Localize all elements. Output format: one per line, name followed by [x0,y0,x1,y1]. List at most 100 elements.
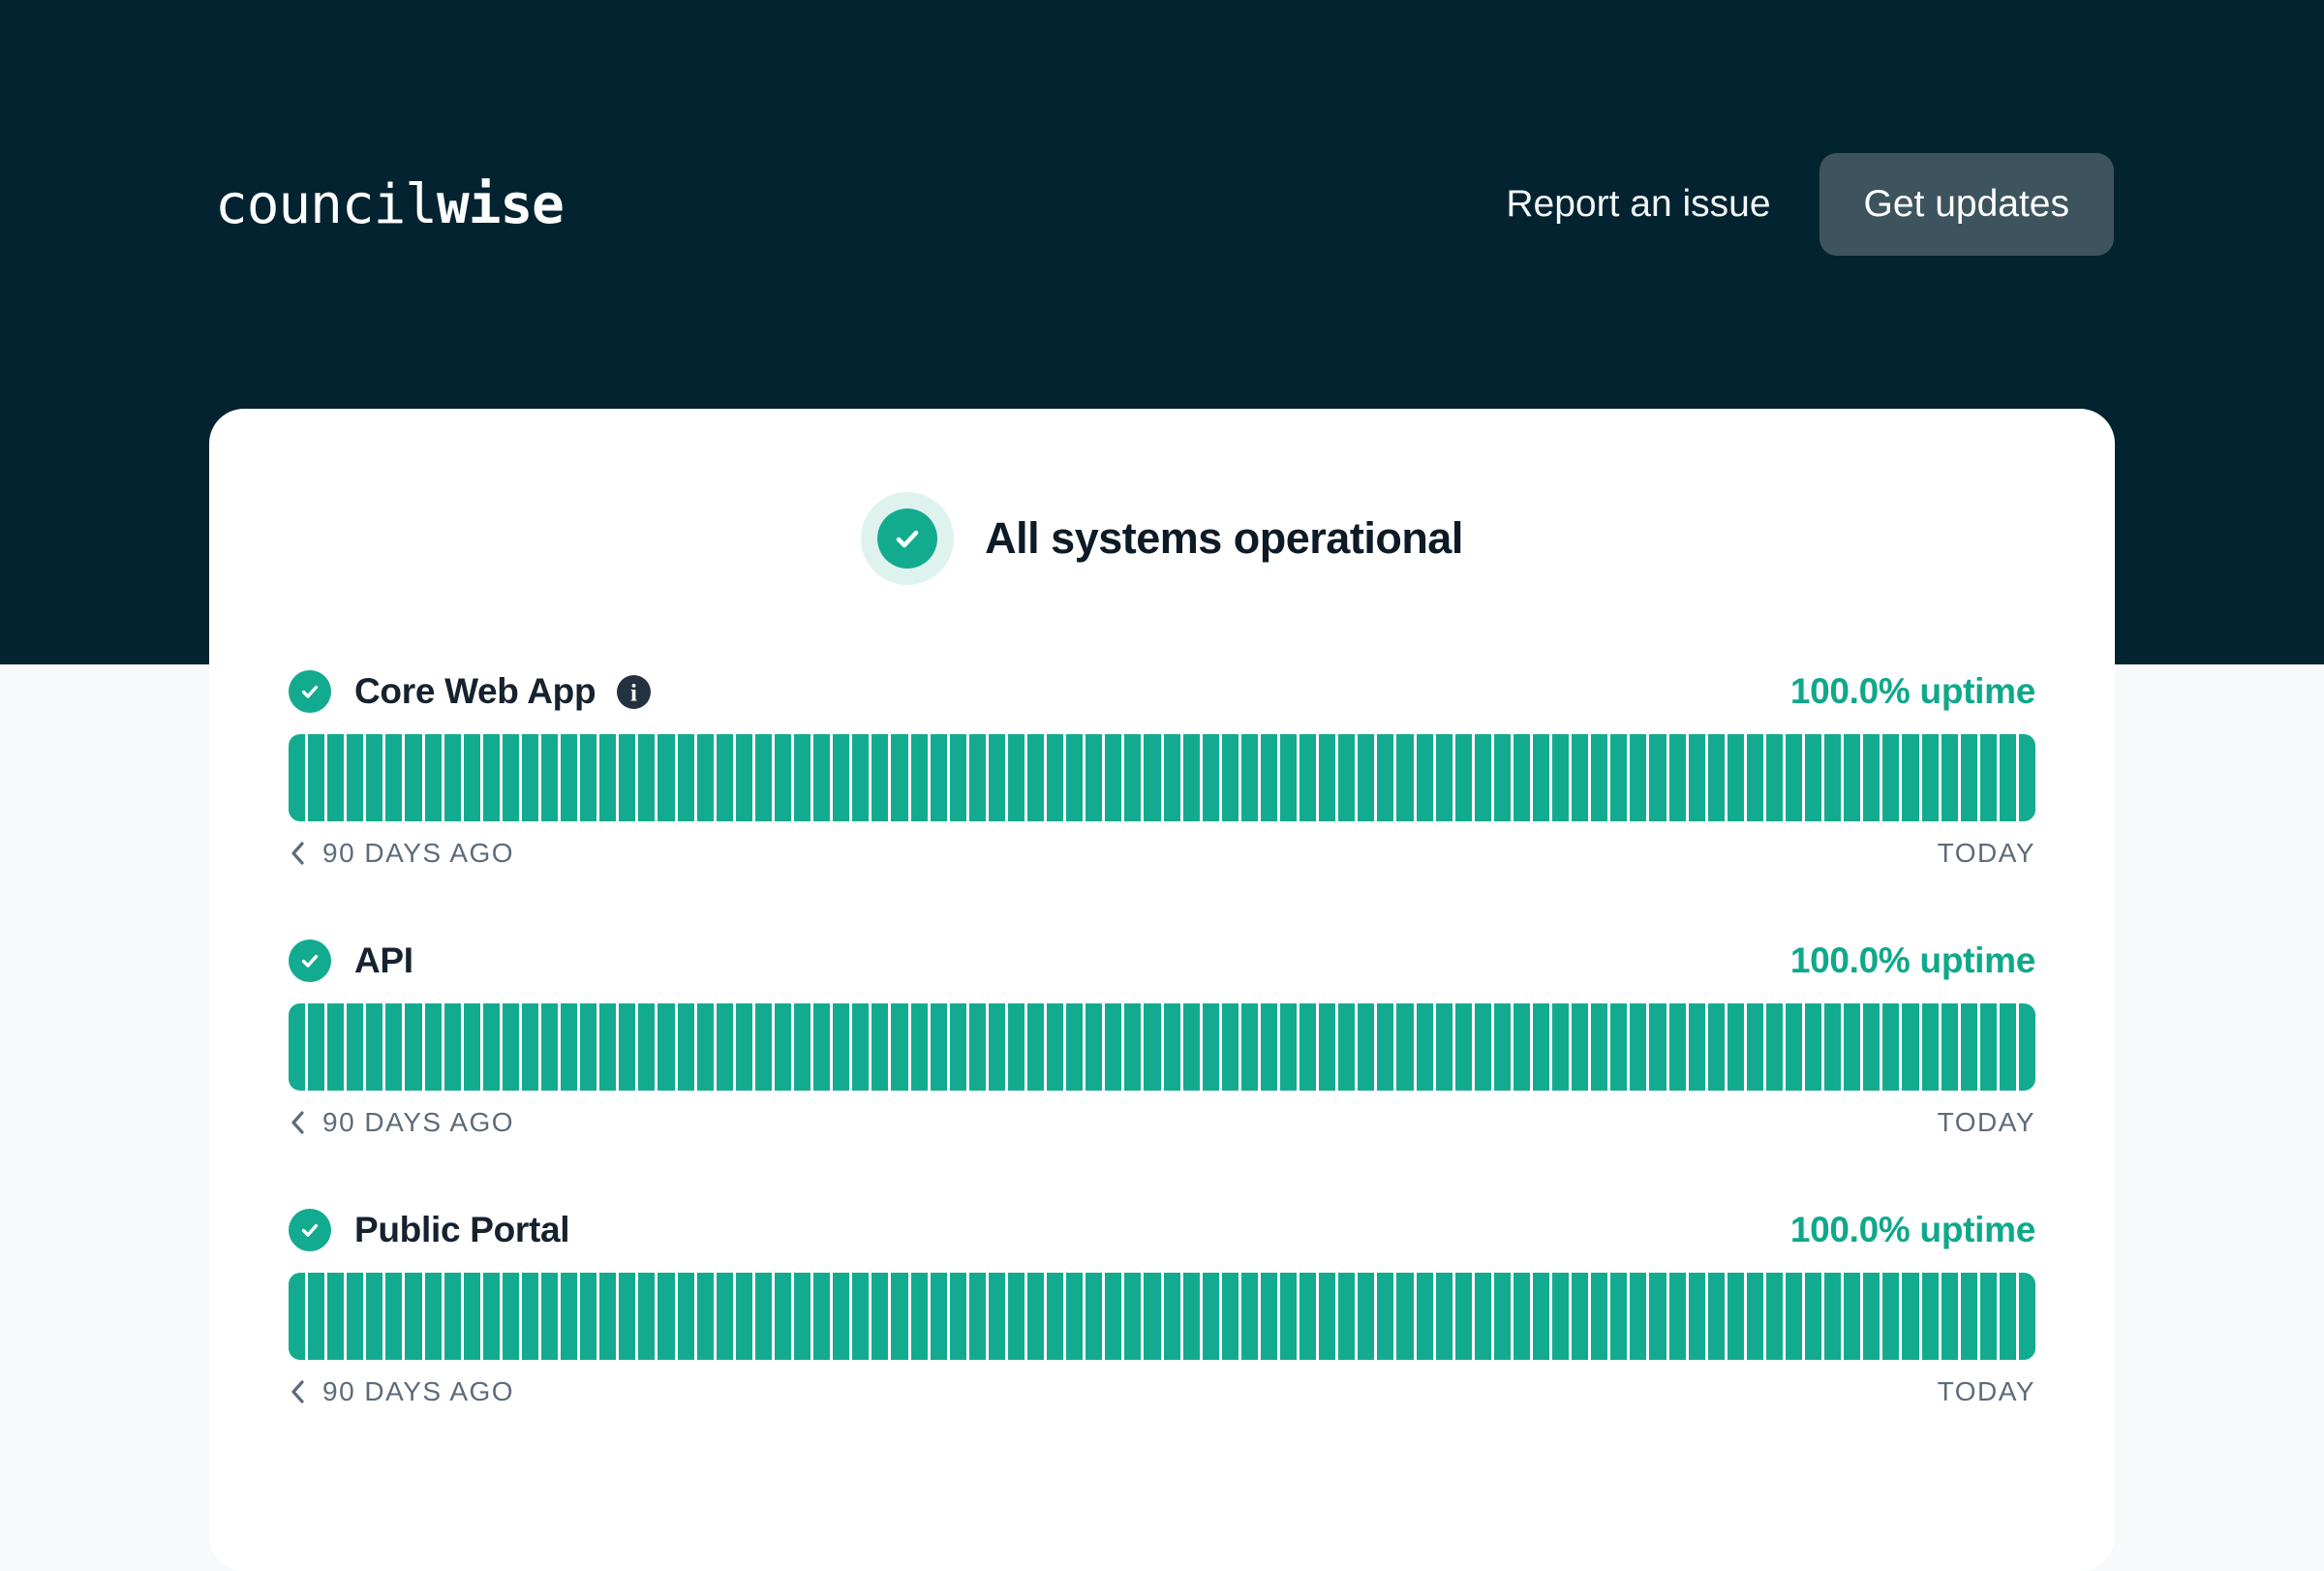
uptime-bar-day[interactable] [813,1003,831,1091]
uptime-bar-day[interactable] [852,1003,870,1091]
uptime-bar-day[interactable] [949,1273,966,1360]
uptime-bar-day[interactable] [1805,1003,1822,1091]
uptime-bar-day[interactable] [443,734,461,821]
uptime-bar-day[interactable] [1746,734,1763,821]
uptime-bar-day[interactable] [1882,1003,1900,1091]
uptime-bar-day[interactable] [502,734,519,821]
uptime-bar-day[interactable] [1416,734,1433,821]
uptime-bar-day[interactable] [1105,1273,1122,1360]
uptime-bar-day[interactable] [813,734,831,821]
uptime-bar-day[interactable] [561,1003,578,1091]
uptime-bar-day[interactable] [366,734,383,821]
uptime-bar-day[interactable] [1319,1273,1336,1360]
uptime-bar-day[interactable] [1163,1273,1180,1360]
uptime-bar-day[interactable] [1630,734,1647,821]
uptime-bar-day[interactable] [1688,1003,1705,1091]
uptime-bar-day[interactable] [385,734,403,821]
uptime-bar-day[interactable] [774,1273,792,1360]
uptime-bar-day[interactable] [1999,734,2016,821]
uptime-bar-day[interactable] [1493,1273,1511,1360]
uptime-bar-day[interactable] [580,1003,597,1091]
chevron-left-icon[interactable] [289,839,307,868]
chevron-left-icon[interactable] [289,1377,307,1406]
uptime-bar-day[interactable] [1552,1003,1570,1091]
uptime-bar-day[interactable] [1493,1003,1511,1091]
uptime-bar-day[interactable] [1863,734,1881,821]
uptime-bar-day[interactable] [1688,734,1705,821]
uptime-bar-day[interactable] [696,734,714,821]
uptime-bar-day[interactable] [1786,1273,1803,1360]
uptime-bar-day[interactable] [521,1273,539,1360]
uptime-bar-day[interactable] [930,734,947,821]
uptime-bar-day[interactable] [968,1273,986,1360]
info-icon[interactable]: i [617,674,652,709]
uptime-bar-day[interactable] [1105,734,1122,821]
uptime-bar-day[interactable] [1941,734,1958,821]
uptime-bar-day[interactable] [521,1003,539,1091]
uptime-bar-day[interactable] [833,734,850,821]
uptime-bar-day[interactable] [910,1003,928,1091]
uptime-bar-day[interactable] [677,1273,694,1360]
uptime-bar-day[interactable] [1163,734,1180,821]
uptime-bar-day[interactable] [308,1273,325,1360]
uptime-bar-day[interactable] [1746,1273,1763,1360]
uptime-bar-day[interactable] [347,1273,364,1360]
uptime-bar-day[interactable] [1902,1003,1919,1091]
uptime-bar-day[interactable] [833,1273,850,1360]
uptime-bar-day[interactable] [289,1003,306,1091]
uptime-bar-day[interactable] [833,1003,850,1091]
uptime-bar-day[interactable] [988,734,1005,821]
uptime-bar-day[interactable] [502,1273,519,1360]
uptime-bar-day[interactable] [308,1003,325,1091]
uptime-bar-day[interactable] [1300,1003,1317,1091]
uptime-bar-day[interactable] [1338,734,1356,821]
uptime-bar-day[interactable] [308,734,325,821]
uptime-bar-day[interactable] [638,1273,656,1360]
uptime-bar-day[interactable] [1591,1273,1608,1360]
uptime-bar-day[interactable] [2018,1273,2035,1360]
uptime-bar-day[interactable] [1591,1003,1608,1091]
uptime-bar-day[interactable] [385,1003,403,1091]
uptime-bar-day[interactable] [1786,1003,1803,1091]
uptime-bar-day[interactable] [794,1273,811,1360]
uptime-bar-day[interactable] [541,1003,559,1091]
uptime-bar-day[interactable] [638,1003,656,1091]
uptime-bar-day[interactable] [1435,734,1452,821]
uptime-bar-day[interactable] [1533,1003,1550,1091]
uptime-bar-day[interactable] [1086,1273,1103,1360]
uptime-bar-day[interactable] [1630,1003,1647,1091]
uptime-bar-day[interactable] [891,1003,908,1091]
uptime-bar-day[interactable] [443,1273,461,1360]
uptime-bar-day[interactable] [1668,1003,1686,1091]
uptime-bar-day[interactable] [1396,1003,1414,1091]
uptime-bar-day[interactable] [1358,734,1375,821]
uptime-bar-day[interactable] [1863,1003,1881,1091]
uptime-bar-day[interactable] [1396,734,1414,821]
uptime-bar-day[interactable] [930,1003,947,1091]
uptime-bar-day[interactable] [1649,1003,1667,1091]
uptime-bar-day[interactable] [1416,1003,1433,1091]
uptime-bar-day[interactable] [1047,734,1064,821]
uptime-bar-day[interactable] [1260,1003,1277,1091]
uptime-bar-day[interactable] [1416,1273,1433,1360]
uptime-bar-day[interactable] [463,1003,480,1091]
uptime-bar-day[interactable] [968,734,986,821]
uptime-bar-day[interactable] [1124,734,1142,821]
uptime-bar-day[interactable] [1902,1273,1919,1360]
uptime-bar-day[interactable] [1221,1003,1238,1091]
uptime-bar-day[interactable] [599,1273,617,1360]
uptime-bar-day[interactable] [1805,734,1822,821]
uptime-bar-day[interactable] [1377,1003,1394,1091]
uptime-bar-day[interactable] [1221,734,1238,821]
uptime-bar-day[interactable] [366,1273,383,1360]
uptime-bar-day[interactable] [1182,1273,1200,1360]
uptime-bar-day[interactable] [638,734,656,821]
uptime-bar-day[interactable] [1474,734,1491,821]
uptime-bar-day[interactable] [1396,1273,1414,1360]
uptime-bar-day[interactable] [1960,1003,1977,1091]
uptime-bar-day[interactable] [327,1273,345,1360]
uptime-bar-day[interactable] [289,734,306,821]
uptime-bar-day[interactable] [677,1003,694,1091]
uptime-bar-day[interactable] [1007,1273,1024,1360]
uptime-bar-day[interactable] [619,1003,636,1091]
